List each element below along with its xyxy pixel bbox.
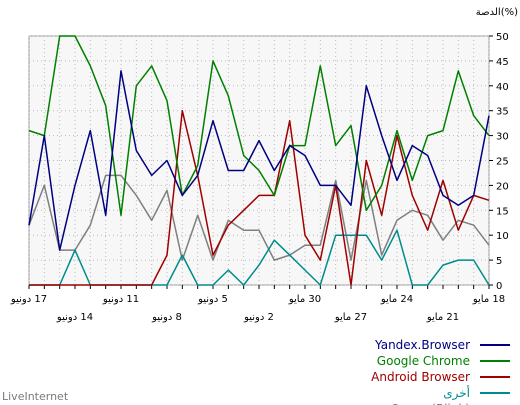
x-axis-ticks: 17 دونيو 11 دونيو 5 دونيو 30 مايو 24 مايو 18 …	[10, 285, 505, 323]
series-line-yandex-browser	[28, 70, 490, 251]
x-tick-label: 5 دونيو	[197, 294, 228, 305]
x-tick-label: 24 مايو	[380, 294, 413, 305]
x-tick-label: 2 دونيو	[243, 312, 274, 323]
x-tick-label: 8 دونيو	[151, 312, 182, 323]
legend: Yandex.Browser Google Chrome Android Brows…	[371, 338, 510, 405]
series-lines	[28, 35, 490, 286]
legend-label: Android Browser	[371, 370, 470, 384]
legend-label: Yandex.Browser	[374, 338, 470, 352]
y-tick-label: 25	[496, 157, 509, 168]
watermark-text: LiveInternet	[2, 390, 69, 403]
series-line-android-browser	[29, 109, 490, 286]
x-tick-label: 17 دونيو	[10, 294, 47, 305]
y-axis-ticks: 0 5 10 15 20 25 30 35 40 45 50	[489, 32, 509, 292]
y-tick-label: 40	[496, 82, 509, 93]
x-tick-label: 11 دونيو	[102, 294, 139, 305]
y-tick-label: 50	[496, 32, 509, 43]
x-tick-label: 30 مايو	[288, 294, 321, 305]
y-tick-label: 0	[496, 281, 502, 292]
y-tick-label: 45	[496, 57, 509, 68]
y-axis-label: الدصة(%)	[476, 7, 518, 18]
y-tick-label: 20	[496, 181, 509, 192]
y-tick-label: 35	[496, 107, 509, 118]
legend-label: Opera (Blink)	[391, 402, 470, 405]
x-tick-label: 27 مايو	[334, 312, 367, 323]
series-line-google-chrome	[28, 35, 490, 217]
legend-label: Google Chrome	[377, 354, 470, 368]
x-tick-label: 18 مايو	[472, 294, 505, 305]
series-line-opera-blink	[28, 174, 490, 261]
y-tick-label: 5	[496, 256, 502, 267]
legend-label: أخرى	[443, 385, 470, 401]
y-tick-label: 15	[496, 206, 509, 217]
x-tick-label: 14 دونيو	[56, 312, 93, 323]
y-tick-label: 30	[496, 132, 509, 143]
x-tick-label: 21 مايو	[426, 312, 459, 323]
y-tick-label: 10	[496, 231, 509, 242]
